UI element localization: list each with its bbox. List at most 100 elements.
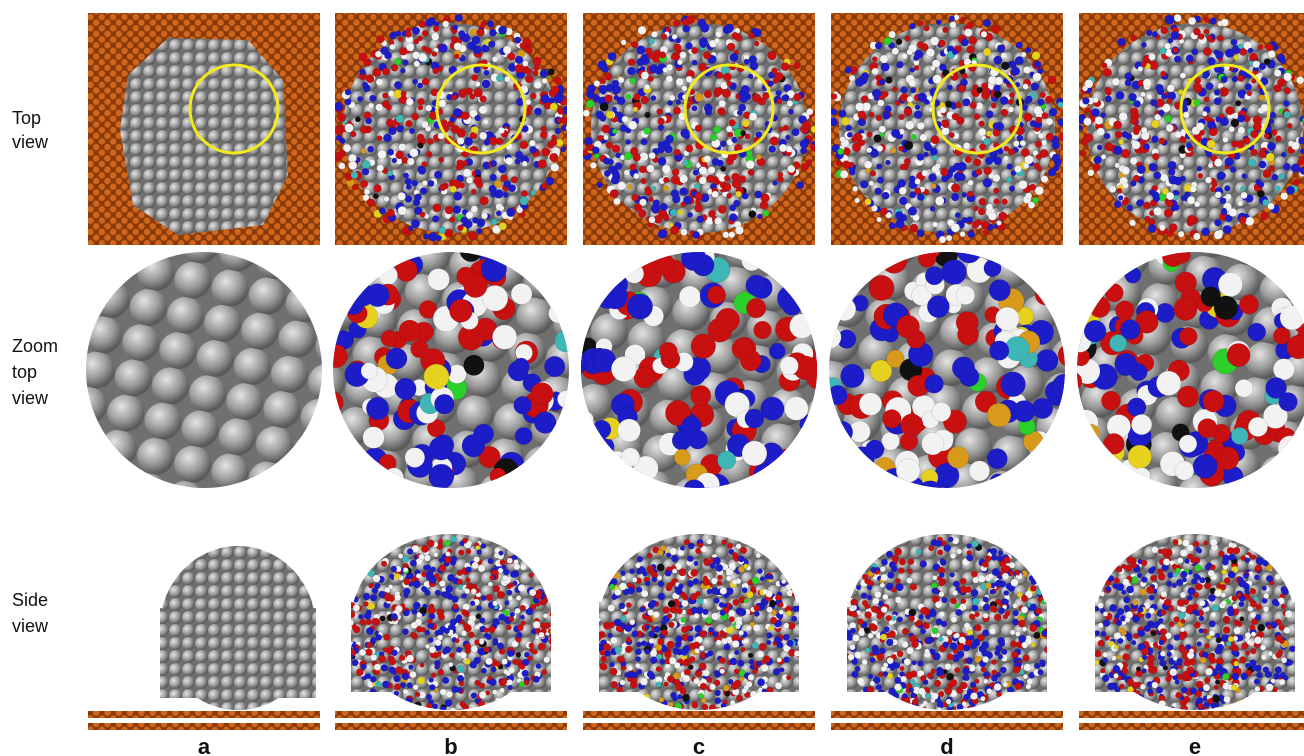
atom	[389, 667, 396, 674]
atom	[896, 61, 903, 68]
atom	[1016, 42, 1023, 49]
atom	[691, 385, 711, 405]
atom	[1180, 592, 1186, 598]
atom	[738, 556, 744, 562]
atom	[946, 629, 952, 635]
atom	[681, 229, 688, 236]
atom	[856, 134, 862, 140]
atom	[910, 583, 917, 590]
atom	[739, 630, 744, 635]
atom	[398, 553, 403, 558]
atom	[1229, 208, 1237, 216]
atom	[713, 557, 720, 564]
atom	[1032, 52, 1040, 60]
atom	[714, 217, 721, 224]
atom	[539, 632, 545, 638]
atom	[1002, 573, 1009, 580]
atom	[1133, 100, 1140, 107]
atom	[920, 607, 928, 615]
atom	[433, 26, 439, 32]
atom	[522, 161, 527, 166]
atom	[750, 665, 755, 670]
atom	[609, 584, 615, 590]
atom	[773, 78, 779, 84]
atom	[1218, 272, 1242, 296]
atom	[694, 561, 699, 566]
atom	[937, 550, 943, 556]
atom	[370, 594, 377, 601]
atom	[983, 48, 991, 56]
atom	[1021, 148, 1029, 156]
atom	[781, 579, 786, 584]
atom	[1225, 49, 1234, 58]
atom	[345, 629, 351, 635]
atom	[550, 645, 557, 652]
atom	[1173, 204, 1179, 210]
atom	[725, 24, 734, 33]
atom	[735, 624, 740, 629]
atom	[951, 104, 956, 109]
atom	[721, 632, 727, 638]
atom	[1042, 630, 1048, 636]
atom	[498, 26, 506, 34]
atom	[601, 89, 606, 94]
atom	[955, 633, 960, 638]
atom	[702, 704, 708, 710]
atom	[851, 599, 858, 606]
atom	[865, 199, 872, 206]
atom	[1202, 111, 1207, 116]
atom	[714, 87, 723, 96]
atom	[373, 575, 381, 583]
atom	[1137, 699, 1142, 704]
atom	[795, 606, 801, 612]
atom	[717, 451, 735, 469]
atom	[881, 63, 890, 72]
atom	[1035, 608, 1042, 615]
atom	[831, 421, 853, 443]
atom	[1245, 651, 1250, 656]
atom	[881, 574, 888, 581]
atom	[608, 633, 613, 638]
substrate	[831, 723, 1063, 730]
atom	[882, 432, 900, 450]
atom	[1167, 85, 1175, 93]
atom	[1118, 638, 1124, 644]
atom	[1113, 121, 1121, 129]
atom	[880, 648, 886, 654]
atom	[694, 204, 702, 212]
atom	[634, 204, 642, 212]
atom	[439, 227, 446, 234]
atom	[1278, 436, 1303, 461]
atom	[498, 165, 506, 173]
atom	[602, 125, 610, 133]
atom	[1216, 116, 1222, 122]
atom	[640, 152, 649, 161]
atom	[1000, 667, 1006, 673]
atom	[353, 604, 360, 611]
atom	[680, 188, 688, 196]
atom	[942, 127, 950, 135]
atom	[697, 670, 702, 675]
atom	[376, 104, 383, 111]
atom	[643, 703, 649, 709]
atom	[557, 108, 564, 115]
atom	[1240, 186, 1245, 191]
atom	[1003, 682, 1008, 687]
atom	[682, 694, 690, 702]
atom	[614, 589, 621, 596]
atom	[879, 126, 886, 133]
atom	[643, 127, 650, 134]
atom	[1007, 164, 1013, 170]
atom	[383, 666, 388, 671]
atom	[719, 100, 726, 107]
atom	[687, 636, 693, 642]
atom	[1207, 57, 1215, 65]
atom	[463, 623, 468, 628]
atom	[389, 44, 395, 50]
atom	[1160, 48, 1167, 55]
atom	[749, 659, 754, 664]
atom	[855, 666, 860, 671]
atom	[1147, 654, 1155, 662]
atom	[521, 694, 527, 700]
atom	[499, 688, 504, 693]
